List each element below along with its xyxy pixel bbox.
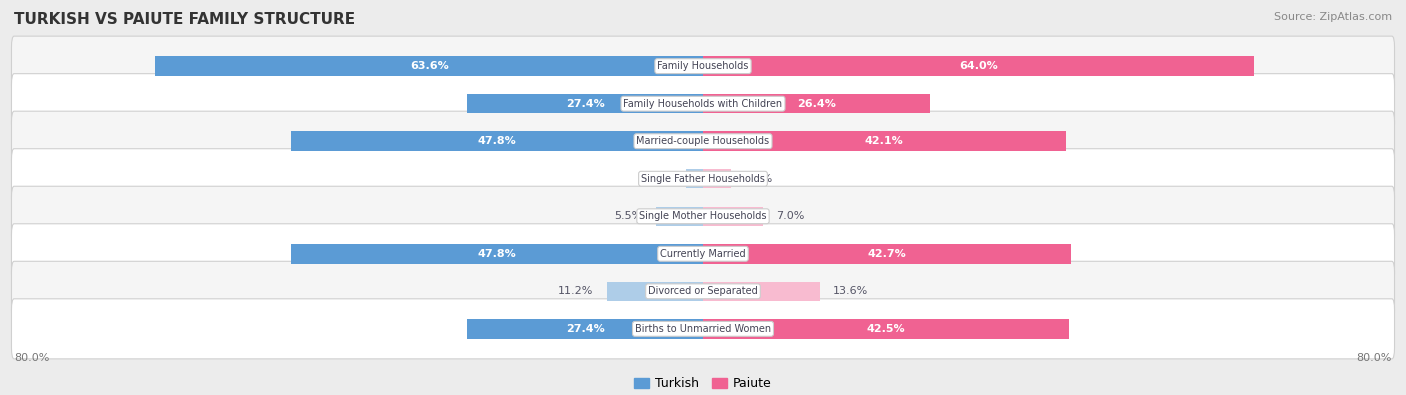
Bar — [291, 244, 703, 263]
Text: Divorced or Separated: Divorced or Separated — [648, 286, 758, 296]
Bar — [703, 56, 1254, 76]
Text: TURKISH VS PAIUTE FAMILY STRUCTURE: TURKISH VS PAIUTE FAMILY STRUCTURE — [14, 12, 356, 27]
Text: Family Households with Children: Family Households with Children — [623, 99, 783, 109]
Text: Family Households: Family Households — [658, 61, 748, 71]
FancyBboxPatch shape — [11, 149, 1395, 209]
Text: 63.6%: 63.6% — [409, 61, 449, 71]
Text: 27.4%: 27.4% — [565, 99, 605, 109]
Text: 47.8%: 47.8% — [478, 249, 516, 259]
Text: 26.4%: 26.4% — [797, 99, 837, 109]
Text: 7.0%: 7.0% — [776, 211, 804, 221]
Legend: Turkish, Paiute: Turkish, Paiute — [628, 372, 778, 395]
FancyBboxPatch shape — [11, 224, 1395, 284]
Text: 42.1%: 42.1% — [865, 136, 904, 146]
Bar — [467, 319, 703, 339]
FancyBboxPatch shape — [11, 111, 1395, 171]
Bar — [155, 56, 703, 76]
Text: 3.3%: 3.3% — [744, 174, 772, 184]
Bar — [703, 244, 1071, 263]
Bar — [606, 282, 703, 301]
Text: 64.0%: 64.0% — [959, 61, 998, 71]
Text: Births to Unmarried Women: Births to Unmarried Women — [636, 324, 770, 334]
Bar — [703, 282, 820, 301]
Text: Currently Married: Currently Married — [661, 249, 745, 259]
Bar — [655, 207, 703, 226]
Text: 80.0%: 80.0% — [14, 353, 49, 363]
Text: 47.8%: 47.8% — [478, 136, 516, 146]
Text: 5.5%: 5.5% — [614, 211, 643, 221]
FancyBboxPatch shape — [11, 261, 1395, 322]
Text: Single Mother Households: Single Mother Households — [640, 211, 766, 221]
Bar — [703, 319, 1069, 339]
Text: Single Father Households: Single Father Households — [641, 174, 765, 184]
FancyBboxPatch shape — [11, 36, 1395, 96]
Bar — [291, 132, 703, 151]
Bar — [703, 169, 731, 188]
Text: 42.7%: 42.7% — [868, 249, 907, 259]
Text: Source: ZipAtlas.com: Source: ZipAtlas.com — [1274, 12, 1392, 22]
Bar — [703, 132, 1066, 151]
Bar — [686, 169, 703, 188]
Bar — [467, 94, 703, 113]
Text: 13.6%: 13.6% — [832, 286, 869, 296]
Text: 80.0%: 80.0% — [1357, 353, 1392, 363]
Bar — [703, 207, 763, 226]
Bar — [703, 94, 931, 113]
Text: 42.5%: 42.5% — [866, 324, 905, 334]
Text: Married-couple Households: Married-couple Households — [637, 136, 769, 146]
FancyBboxPatch shape — [11, 186, 1395, 246]
Text: 2.0%: 2.0% — [644, 174, 673, 184]
Text: 11.2%: 11.2% — [558, 286, 593, 296]
FancyBboxPatch shape — [11, 299, 1395, 359]
Text: 27.4%: 27.4% — [565, 324, 605, 334]
FancyBboxPatch shape — [11, 73, 1395, 134]
